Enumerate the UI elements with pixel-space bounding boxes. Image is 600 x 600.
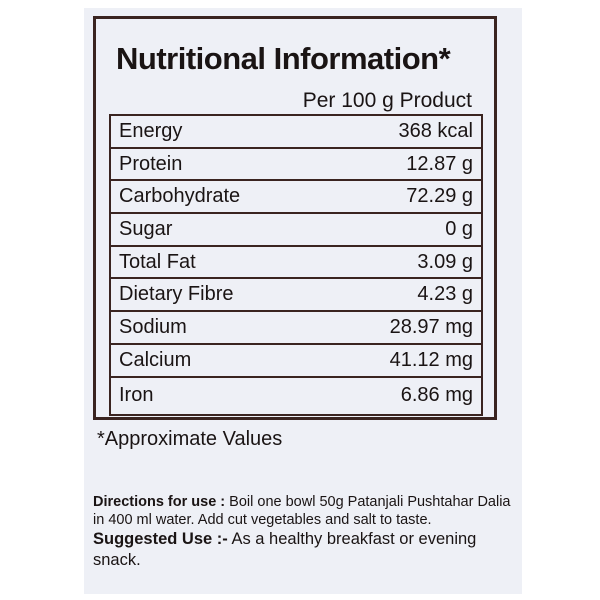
nutrient-value: 72.29 g xyxy=(406,185,473,208)
nutrient-value: 6.86 mg xyxy=(400,384,473,406)
nutrient-row: Iron 6.86 mg xyxy=(111,378,481,416)
nutrient-value: 3.09 g xyxy=(417,250,473,273)
directions-text: Boil one bowl 50g Patanjali Pushtahar Da… xyxy=(93,494,511,528)
nutrient-name: Dietary Fibre xyxy=(119,283,234,306)
approximate-note: *Approximate Values xyxy=(97,428,283,450)
nutrient-name: Energy xyxy=(119,119,183,142)
nutrient-row: Protein 12.87 g xyxy=(111,149,481,182)
nutrition-table: Energy 368 kcal Protein 12.87 g Carbohydrate… xyxy=(109,114,483,416)
nutrient-row: Sodium 28.97 mg xyxy=(111,312,481,345)
product-label xyxy=(84,8,522,594)
nutrient-row: Total Fat 3.09 g xyxy=(111,247,481,280)
nutrient-name: Protein xyxy=(119,152,183,175)
nutrient-row: Calcium 41.12 mg xyxy=(111,345,481,378)
nutrient-row: Energy 368 kcal xyxy=(111,116,481,149)
nutrient-value: 28.97 mg xyxy=(389,315,473,338)
nutrient-row: Dietary Fibre 4.23 g xyxy=(111,279,481,313)
nutrient-value: 41.12 mg xyxy=(389,348,473,371)
nutrient-name: Calcium xyxy=(119,348,192,371)
nutrient-name: Sugar xyxy=(119,217,173,240)
directions: Directions for use : Boil one bowl 50g P… xyxy=(93,493,523,571)
nutrient-value: 12.87 g xyxy=(406,152,473,175)
nutrient-name: Carbohydrate xyxy=(119,185,241,208)
directions-label: Directions for use : xyxy=(93,494,226,510)
nutrition-panel: Nutritional Information* Per 100 g Produ… xyxy=(93,16,497,420)
nutrition-title: Nutritional Information* xyxy=(116,41,451,76)
suggested-label: Suggested Use :- xyxy=(93,530,228,548)
nutrient-row: Sugar 0 g xyxy=(111,214,481,247)
nutrient-value: 368 kcal xyxy=(398,119,474,142)
nutrient-name: Total Fat xyxy=(119,250,196,273)
nutrient-value: 4.23 g xyxy=(417,283,473,306)
nutrient-name: Iron xyxy=(119,384,154,406)
nutrient-row: Carbohydrate 72.29 g xyxy=(111,181,481,215)
suggested-text: As a healthy breakfast or evening snack. xyxy=(93,530,477,569)
nutrient-name: Sodium xyxy=(119,315,187,338)
nutrient-value: 0 g xyxy=(445,217,473,240)
serving-basis: Per 100 g Product xyxy=(302,89,472,112)
